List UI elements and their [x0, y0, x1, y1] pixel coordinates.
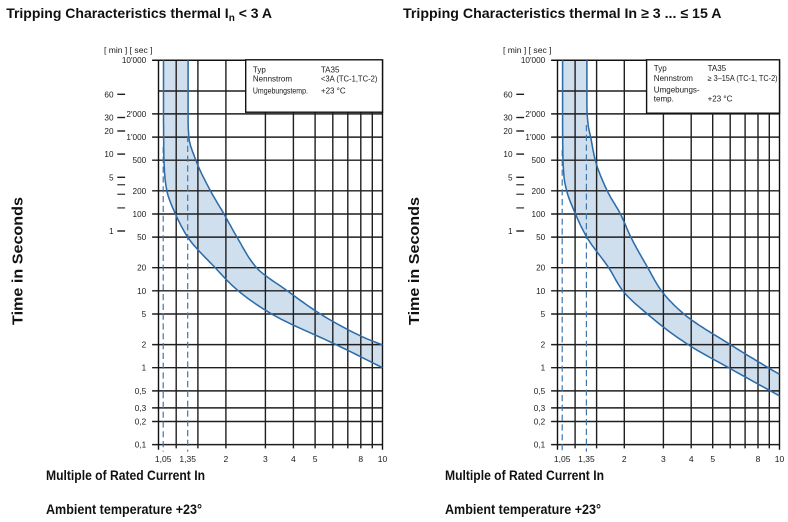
svg-text:60: 60 [104, 90, 114, 99]
svg-text:Typ: Typ [654, 64, 667, 73]
svg-text:200: 200 [133, 187, 147, 196]
svg-text:4: 4 [291, 454, 296, 464]
svg-text:Ambient temperature +23°: Ambient temperature +23° [46, 502, 202, 517]
svg-text:5: 5 [710, 454, 715, 464]
svg-text:0,3: 0,3 [534, 404, 546, 413]
svg-text:5: 5 [541, 310, 546, 319]
svg-text:Tripping Characteristics therm: Tripping Characteristics thermal In ≥ 3 … [403, 5, 722, 21]
svg-text:<3A (TC-1,TC-2): <3A (TC-1,TC-2) [321, 74, 378, 83]
svg-text:100: 100 [133, 210, 147, 219]
svg-text:temp.: temp. [654, 95, 674, 104]
svg-text:Multiple of Rated Current In: Multiple of Rated Current In [46, 468, 205, 483]
svg-text:8: 8 [358, 454, 363, 464]
svg-text:1'000: 1'000 [126, 133, 146, 142]
svg-text:10: 10 [378, 454, 388, 464]
svg-text:[ min ] [ sec ]: [ min ] [ sec ] [503, 46, 552, 55]
svg-text:10: 10 [503, 150, 513, 159]
svg-text:10: 10 [137, 287, 147, 296]
svg-text:Umgebungs-: Umgebungs- [654, 86, 700, 95]
svg-text:500: 500 [532, 156, 546, 165]
svg-text:2: 2 [224, 454, 229, 464]
svg-text:1,05: 1,05 [155, 454, 172, 464]
svg-text:Ambient temperature +23°: Ambient temperature +23° [445, 502, 601, 517]
svg-text:2'000: 2'000 [525, 110, 545, 119]
svg-text:≥ 3–15A (TC-1, TC-2): ≥ 3–15A (TC-1, TC-2) [708, 74, 778, 83]
svg-text:+23 °C: +23 °C [708, 95, 733, 104]
svg-text:Nennstrom: Nennstrom [654, 74, 693, 83]
svg-text:TA35: TA35 [708, 64, 727, 73]
svg-text:500: 500 [133, 156, 147, 165]
svg-text:5: 5 [313, 454, 318, 464]
svg-text:1: 1 [109, 227, 114, 236]
svg-text:TA35: TA35 [321, 66, 340, 75]
svg-text:2: 2 [142, 341, 147, 350]
svg-text:[ min ] [ sec ]: [ min ] [ sec ] [104, 46, 153, 55]
svg-text:20: 20 [503, 127, 513, 136]
svg-text:10: 10 [104, 150, 114, 159]
svg-text:5: 5 [508, 173, 513, 182]
svg-text:50: 50 [536, 233, 546, 242]
svg-text:0,5: 0,5 [534, 387, 546, 396]
svg-text:1: 1 [541, 364, 546, 373]
svg-text:100: 100 [532, 210, 546, 219]
svg-text:+23 °C: +23 °C [321, 86, 346, 95]
svg-text:0,2: 0,2 [534, 418, 546, 427]
svg-text:10: 10 [536, 287, 546, 296]
svg-text:1,35: 1,35 [179, 454, 196, 464]
svg-text:10'000: 10'000 [521, 56, 546, 65]
svg-text:0,2: 0,2 [135, 418, 147, 427]
svg-text:3: 3 [661, 454, 666, 464]
svg-text:0,5: 0,5 [135, 387, 147, 396]
svg-text:20: 20 [104, 127, 114, 136]
svg-text:2: 2 [541, 341, 546, 350]
svg-text:1,05: 1,05 [554, 454, 571, 464]
svg-text:Typ: Typ [253, 66, 266, 75]
svg-text:0,3: 0,3 [135, 404, 147, 413]
svg-text:10: 10 [775, 454, 785, 464]
svg-text:Umgebungstemp.: Umgebungstemp. [253, 86, 308, 95]
svg-text:Multiple of Rated Current In: Multiple of Rated Current In [445, 468, 604, 483]
svg-text:20: 20 [536, 264, 546, 273]
svg-text:2: 2 [622, 454, 627, 464]
svg-text:1,35: 1,35 [578, 454, 595, 464]
svg-text:20: 20 [137, 264, 147, 273]
svg-text:Tripping Characteristics therm: Tripping Characteristics thermal In < 3 … [6, 5, 272, 24]
svg-text:2'000: 2'000 [126, 110, 146, 119]
svg-text:Time in Seconds: Time in Seconds [10, 197, 27, 325]
svg-text:5: 5 [142, 310, 147, 319]
svg-text:8: 8 [756, 454, 761, 464]
svg-text:30: 30 [104, 114, 114, 123]
svg-text:Time in Seconds: Time in Seconds [406, 197, 423, 325]
svg-text:50: 50 [137, 233, 147, 242]
svg-text:4: 4 [689, 454, 694, 464]
svg-text:Nennstrom: Nennstrom [253, 74, 292, 83]
svg-text:60: 60 [503, 90, 513, 99]
svg-text:30: 30 [503, 114, 513, 123]
svg-text:1: 1 [142, 364, 147, 373]
svg-text:200: 200 [532, 187, 546, 196]
svg-text:10'000: 10'000 [122, 56, 147, 65]
svg-text:0,1: 0,1 [135, 441, 147, 450]
svg-text:0,1: 0,1 [534, 441, 546, 450]
svg-text:1'000: 1'000 [525, 133, 545, 142]
svg-text:1: 1 [508, 227, 513, 236]
svg-text:5: 5 [109, 173, 114, 182]
svg-text:3: 3 [263, 454, 268, 464]
